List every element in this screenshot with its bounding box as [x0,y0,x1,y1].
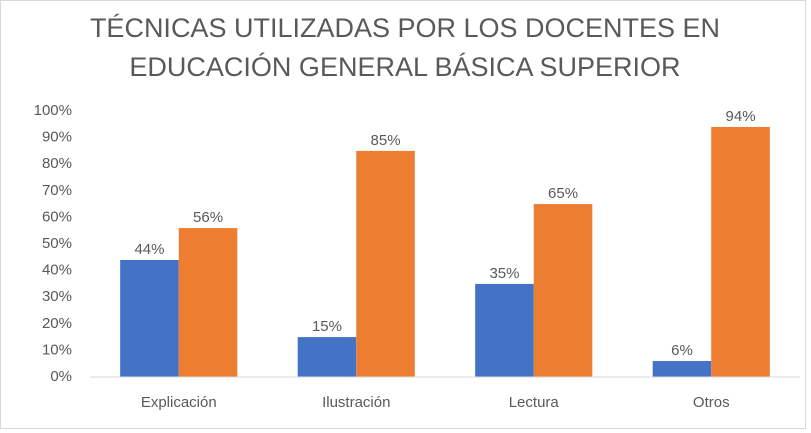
y-tick-label: 60% [42,208,72,225]
bar [356,150,415,377]
y-tick-label: 0% [50,368,72,385]
bar [120,259,179,377]
data-label: 85% [371,132,401,149]
bar [533,204,593,377]
x-tick-label: Explicación [141,394,217,411]
x-tick-label: Otros [693,394,730,411]
y-tick-label: 20% [42,315,72,332]
bar [652,361,712,377]
data-label: 15% [312,318,342,335]
y-tick-label: 10% [42,341,72,358]
bar [178,228,238,377]
y-tick-label: 30% [42,288,72,305]
data-label: 35% [489,265,519,282]
data-label: 44% [134,241,164,258]
y-tick-label: 40% [42,262,72,279]
bar [297,337,357,377]
y-tick-label: 80% [42,155,72,172]
data-label: 65% [548,185,578,202]
y-tick-label: 70% [42,182,72,199]
bar [711,126,770,378]
chart-title: EDUCACIÓN GENERAL BÁSICA SUPERIOR [129,51,680,82]
y-tick-label: 90% [42,129,72,146]
data-label: 94% [726,108,756,125]
data-label: 56% [193,209,223,226]
bar [475,283,534,377]
x-tick-label: Ilustración [322,394,390,411]
chart-title: TÉCNICAS UTILIZADAS POR LOS DOCENTES EN [90,13,720,43]
y-tick-label: 100% [34,102,72,119]
data-label: 6% [671,342,693,359]
y-tick-label: 50% [42,235,72,252]
x-tick-label: Lectura [509,394,560,411]
